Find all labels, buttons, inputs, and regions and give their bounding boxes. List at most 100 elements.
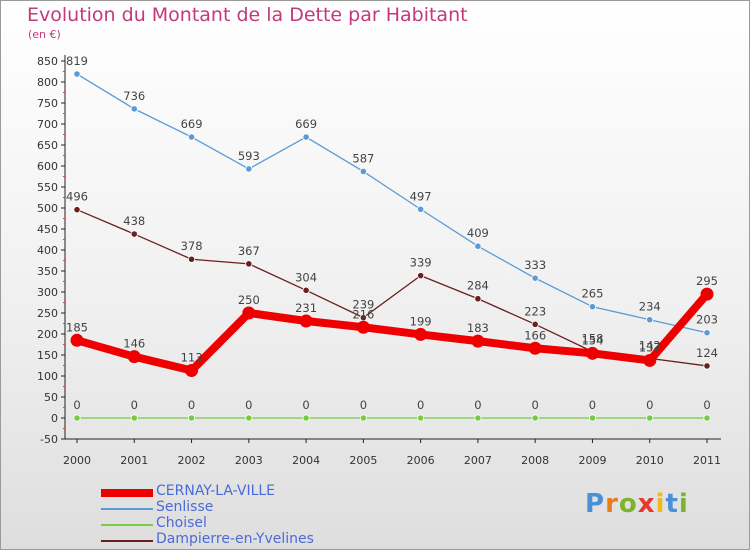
logo-letter: o xyxy=(618,489,638,519)
x-tick-label: 2000 xyxy=(63,454,91,467)
data-label: 234 xyxy=(639,300,661,314)
legend: CERNAY-LA-VILLE Senlisse Choisel Dampier… xyxy=(101,483,361,549)
x-tick-label: 2010 xyxy=(636,454,664,467)
data-label: 0 xyxy=(474,398,481,412)
legend-label-choisel: Choisel xyxy=(156,515,207,531)
y-tick-label: 800 xyxy=(37,76,58,89)
data-label: 154 xyxy=(581,333,603,347)
data-label: 124 xyxy=(696,346,718,360)
y-tick-label: 0 xyxy=(51,412,58,425)
data-labels: 819 736 669 593 669 587 497 409 333 265 234 203 496 4… xyxy=(66,54,718,412)
data-label: 496 xyxy=(66,190,88,204)
y-tick-label: 450 xyxy=(37,223,58,236)
data-label: 223 xyxy=(524,304,546,318)
data-point xyxy=(588,414,597,422)
y-tick-label: 700 xyxy=(37,118,58,131)
data-label: 819 xyxy=(66,54,88,68)
data-point xyxy=(585,346,599,360)
data-point xyxy=(531,320,539,328)
data-label: 593 xyxy=(238,149,260,163)
legend-item-choisel[interactable]: Choisel xyxy=(101,515,361,533)
x-tick-label: 2001 xyxy=(120,454,148,467)
data-point xyxy=(531,414,539,422)
data-label: 409 xyxy=(467,226,489,240)
legend-swatch-senlisse xyxy=(101,508,153,510)
series-line-1 xyxy=(76,73,708,334)
data-point xyxy=(356,320,370,334)
data-point xyxy=(646,414,654,422)
y-tick-label: 500 xyxy=(37,202,58,215)
data-point xyxy=(70,333,84,347)
data-label: 333 xyxy=(524,258,546,272)
y-tick-label: 600 xyxy=(37,160,58,173)
data-label: 0 xyxy=(302,398,309,412)
data-label: 669 xyxy=(181,117,203,131)
data-point xyxy=(643,353,657,367)
data-label: 669 xyxy=(295,117,317,131)
proxiti-logo: Proxiti xyxy=(585,489,689,519)
y-tick-label: 100 xyxy=(37,370,58,383)
legend-item-dampierre[interactable]: Dampierre-en-Yvelines xyxy=(101,531,361,549)
x-tick-label: 2007 xyxy=(464,454,492,467)
data-label: 295 xyxy=(696,274,718,288)
series-layer xyxy=(70,70,714,422)
legend-swatch-cernay xyxy=(101,489,153,497)
data-label: 183 xyxy=(467,321,489,335)
x-tick-label: 2002 xyxy=(178,454,206,467)
logo-letter: x xyxy=(637,489,656,519)
x-tick-label: 2005 xyxy=(349,454,377,467)
data-point xyxy=(474,414,482,422)
data-point xyxy=(359,414,367,422)
data-label: 265 xyxy=(581,287,603,301)
data-label: 0 xyxy=(73,398,80,412)
data-label: 158 xyxy=(581,332,603,346)
data-point xyxy=(417,272,425,280)
x-tick-label: 2009 xyxy=(578,454,606,467)
data-label: 438 xyxy=(123,214,145,228)
legend-item-senlisse[interactable]: Senlisse xyxy=(101,499,361,517)
data-label: 0 xyxy=(188,398,195,412)
y-tick-label: 200 xyxy=(37,328,58,341)
chart-subtitle: (en €) xyxy=(28,28,61,41)
data-point xyxy=(73,414,81,422)
data-label: 0 xyxy=(532,398,539,412)
data-point xyxy=(73,70,81,78)
data-label: 113 xyxy=(181,351,203,365)
y-tick-label: -50 xyxy=(40,433,58,446)
data-point xyxy=(474,242,482,250)
legend-label-senlisse: Senlisse xyxy=(156,499,214,515)
y-tick-label: 550 xyxy=(37,181,58,194)
data-point xyxy=(127,350,141,364)
data-point xyxy=(187,414,196,422)
legend-label-cernay: CERNAY-LA-VILLE xyxy=(156,483,276,499)
data-point xyxy=(245,260,253,268)
data-point xyxy=(302,286,310,294)
data-label: 0 xyxy=(417,398,424,412)
logo-letter: r xyxy=(605,489,619,519)
chart-title: Evolution du Montant de la Dette par Hab… xyxy=(27,4,468,26)
logo-letter: i xyxy=(655,489,666,519)
data-label: 0 xyxy=(703,398,710,412)
data-point xyxy=(359,167,367,176)
data-label: 216 xyxy=(352,307,374,321)
data-label: 378 xyxy=(181,239,203,253)
legend-item-cernay[interactable]: CERNAY-LA-VILLE xyxy=(101,483,361,501)
data-label: 0 xyxy=(131,398,138,412)
legend-swatch-choisel xyxy=(101,524,153,526)
data-point xyxy=(646,316,654,324)
data-point xyxy=(302,133,310,141)
x-tick-label: 2004 xyxy=(292,454,320,467)
data-label: 0 xyxy=(360,398,367,412)
data-point xyxy=(703,329,711,337)
data-point xyxy=(417,205,425,213)
data-label: 0 xyxy=(646,398,653,412)
legend-label-dampierre: Dampierre-en-Yvelines xyxy=(156,531,314,547)
data-label: 367 xyxy=(238,244,260,258)
data-label: 250 xyxy=(238,293,260,307)
data-point xyxy=(245,165,253,173)
y-tick-label: 650 xyxy=(37,139,58,152)
data-label: 146 xyxy=(123,337,145,351)
data-label: 231 xyxy=(295,301,317,315)
